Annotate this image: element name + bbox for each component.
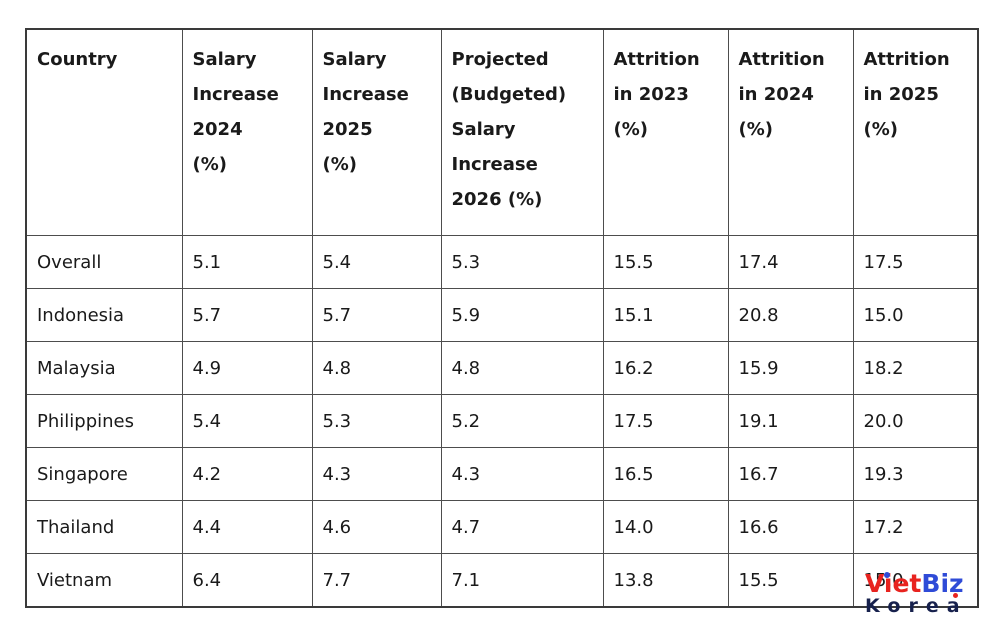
value-cell: 14.0 bbox=[602, 500, 729, 554]
value-cell: 4.4 bbox=[181, 500, 313, 554]
value-cell: 15.1 bbox=[602, 288, 729, 342]
value-cell: 7.7 bbox=[311, 553, 442, 608]
logo-wordmark: VietBiz bbox=[865, 571, 995, 596]
value-cell: 4.8 bbox=[311, 341, 442, 395]
value-cell: 4.2 bbox=[181, 447, 313, 501]
column-header-salary_2026: Projected (Budgeted) Salary Increase 202… bbox=[440, 28, 604, 236]
table-row: Philippines 5.4 5.3 5.2 17.5 19.1 20.0 bbox=[25, 394, 979, 448]
value-cell: 4.7 bbox=[440, 500, 604, 554]
table-row: Singapore 4.2 4.3 4.3 16.5 16.7 19.3 bbox=[25, 447, 979, 501]
value-cell: 5.7 bbox=[311, 288, 442, 342]
value-cell: 4.3 bbox=[311, 447, 442, 501]
table-body: Overall 5.1 5.4 5.3 15.5 17.4 17.5 Indonesia 5.7… bbox=[25, 235, 979, 608]
logo-i-dot-accent bbox=[884, 572, 890, 578]
value-cell: 7.1 bbox=[440, 553, 604, 608]
table-row: Malaysia 4.9 4.8 4.8 16.2 15.9 18.2 bbox=[25, 341, 979, 395]
country-cell: Overall bbox=[25, 235, 183, 289]
value-cell: 13.8 bbox=[602, 553, 729, 608]
value-cell: 16.5 bbox=[602, 447, 729, 501]
value-cell: 20.0 bbox=[852, 394, 979, 448]
value-cell: 20.8 bbox=[727, 288, 854, 342]
country-cell: Thailand bbox=[25, 500, 183, 554]
table-row: Overall 5.1 5.4 5.3 15.5 17.4 17.5 bbox=[25, 235, 979, 289]
table-header-row: Country Salary Increase 2024 (%) Salary In… bbox=[25, 28, 979, 236]
column-header-attrition_2025: Attrition in 2025 (%) bbox=[852, 28, 979, 236]
value-cell: 15.0 bbox=[852, 288, 979, 342]
table-row: Indonesia 5.7 5.7 5.9 15.1 20.8 15.0 bbox=[25, 288, 979, 342]
value-cell: 5.4 bbox=[181, 394, 313, 448]
value-cell: 19.3 bbox=[852, 447, 979, 501]
logo-text-korea: Korea bbox=[865, 595, 968, 617]
value-cell: 17.2 bbox=[852, 500, 979, 554]
value-cell: 5.3 bbox=[440, 235, 604, 289]
value-cell: 15.0 bbox=[852, 553, 979, 608]
value-cell: 5.7 bbox=[181, 288, 313, 342]
value-cell: 5.1 bbox=[181, 235, 313, 289]
country-cell: Indonesia bbox=[25, 288, 183, 342]
value-cell: 4.9 bbox=[181, 341, 313, 395]
value-cell: 5.9 bbox=[440, 288, 604, 342]
value-cell: 4.3 bbox=[440, 447, 604, 501]
table-row: Vietnam 6.4 7.7 7.1 13.8 15.5 15.0 bbox=[25, 553, 979, 608]
country-cell: Philippines bbox=[25, 394, 183, 448]
value-cell: 16.6 bbox=[727, 500, 854, 554]
value-cell: 17.5 bbox=[852, 235, 979, 289]
column-header-salary_2025: Salary Increase 2025 (%) bbox=[311, 28, 442, 236]
value-cell: 4.6 bbox=[311, 500, 442, 554]
value-cell: 19.1 bbox=[727, 394, 854, 448]
logo-a-dot-accent bbox=[953, 593, 958, 598]
value-cell: 15.9 bbox=[727, 341, 854, 395]
value-cell: 15.5 bbox=[602, 235, 729, 289]
column-header-attrition_2023: Attrition in 2023 (%) bbox=[602, 28, 729, 236]
value-cell: 17.5 bbox=[602, 394, 729, 448]
logo-korea-text: Korea bbox=[865, 593, 995, 617]
value-cell: 17.4 bbox=[727, 235, 854, 289]
column-header-country: Country bbox=[25, 28, 183, 236]
table-row: Thailand 4.4 4.6 4.7 14.0 16.6 17.2 bbox=[25, 500, 979, 554]
value-cell: 16.2 bbox=[602, 341, 729, 395]
value-cell: 5.3 bbox=[311, 394, 442, 448]
value-cell: 15.5 bbox=[727, 553, 854, 608]
value-cell: 5.2 bbox=[440, 394, 604, 448]
country-cell: Vietnam bbox=[25, 553, 183, 608]
value-cell: 6.4 bbox=[181, 553, 313, 608]
salary-attrition-table: Country Salary Increase 2024 (%) Salary In… bbox=[25, 28, 979, 608]
salary-attrition-table-container: Country Salary Increase 2024 (%) Salary In… bbox=[25, 28, 979, 608]
country-cell: Malaysia bbox=[25, 341, 183, 395]
value-cell: 16.7 bbox=[727, 447, 854, 501]
country-cell: Singapore bbox=[25, 447, 183, 501]
value-cell: 4.8 bbox=[440, 341, 604, 395]
vietbiz-korea-logo: VietBiz Korea bbox=[865, 571, 995, 616]
column-header-attrition_2024: Attrition in 2024 (%) bbox=[727, 28, 854, 236]
logo-text-biz: Biz bbox=[921, 569, 964, 598]
column-header-salary_2024: Salary Increase 2024 (%) bbox=[181, 28, 313, 236]
value-cell: 18.2 bbox=[852, 341, 979, 395]
logo-text-viet: Viet bbox=[865, 569, 922, 598]
value-cell: 5.4 bbox=[311, 235, 442, 289]
